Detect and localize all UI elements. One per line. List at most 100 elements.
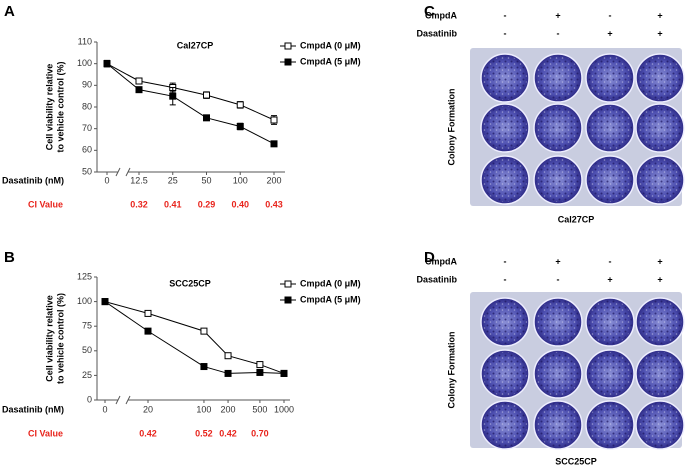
marker [144, 327, 152, 335]
sign: - [609, 256, 612, 266]
colonies [588, 300, 632, 344]
colonies [536, 352, 580, 396]
side-label: Colony Formation [446, 89, 456, 166]
marker [256, 361, 264, 369]
legend-label: CmpdA (0 μM) [300, 278, 361, 288]
axis-break [125, 167, 131, 177]
caption: SCC25CP [555, 456, 597, 466]
colonies [638, 158, 682, 202]
colonies [483, 158, 527, 202]
x-tick-label: 50 [201, 175, 211, 185]
x-tick-label: 25 [168, 175, 178, 185]
marker [203, 91, 210, 99]
colonies [588, 403, 632, 447]
sign: - [504, 274, 507, 284]
ci-value: 0.43 [265, 199, 283, 209]
colonies [483, 56, 527, 100]
caption: Cal27CP [558, 214, 595, 224]
y-axis-label: Cell viability relative [44, 295, 54, 382]
legend-label: CmpdA (5 μM) [300, 56, 361, 66]
x-tick-label: 100 [196, 404, 211, 414]
x-tick-label: 500 [252, 404, 267, 414]
marker [224, 369, 232, 377]
colonies [536, 106, 580, 150]
colonies [483, 106, 527, 150]
marker [270, 116, 278, 124]
chart-title: SCC25CP [169, 278, 211, 288]
series-line [106, 63, 275, 145]
sign: + [657, 274, 662, 284]
colonies [638, 403, 682, 447]
side-label: Colony Formation [446, 332, 456, 409]
legend-label: CmpdA (0 μM) [300, 40, 361, 50]
marker [224, 352, 232, 360]
y-tick-label: 100 [77, 58, 92, 68]
sign: + [555, 10, 560, 20]
row-label: CmpdA [425, 256, 457, 266]
ci-value: 0.42 [219, 428, 237, 438]
sign: - [557, 274, 560, 284]
x-tick-label: 200 [221, 404, 236, 414]
row-label: Dasatinib [416, 274, 457, 284]
colonies [588, 106, 632, 150]
sign: + [607, 28, 612, 38]
legend-marker [284, 58, 292, 66]
ci-value: 0.29 [198, 199, 216, 209]
marker [103, 60, 111, 68]
ci-value: 0.32 [130, 199, 148, 209]
legend-marker [284, 42, 292, 50]
sign: + [657, 10, 662, 20]
ci-value: 0.52 [195, 428, 213, 438]
y-tick-label: 125 [77, 271, 92, 281]
axis-break [125, 395, 131, 405]
row-label: CmpdA [425, 10, 457, 20]
sign: + [607, 274, 612, 284]
sign: - [557, 28, 560, 38]
sign: - [609, 10, 612, 20]
x-tick-label: 200 [266, 175, 281, 185]
colonies [536, 56, 580, 100]
colonies [536, 158, 580, 202]
x-tick-label: 100 [233, 175, 248, 185]
y-tick-label: 75 [82, 321, 92, 331]
colonies [588, 56, 632, 100]
colonies [638, 352, 682, 396]
y-tick-label: 25 [82, 370, 92, 380]
series-line [104, 301, 285, 374]
y-tick-label: 0 [87, 394, 92, 404]
sign: - [504, 256, 507, 266]
sign: + [555, 256, 560, 266]
x-tick-label: 1000 [274, 404, 294, 414]
y-tick-label: 70 [82, 123, 92, 133]
panel-label: D [424, 249, 435, 266]
marker [101, 298, 109, 306]
marker [144, 309, 152, 317]
ci-label: CI Value [28, 428, 63, 438]
colonies [588, 352, 632, 396]
marker [200, 363, 208, 371]
y-tick-label: 100 [77, 296, 92, 306]
marker [200, 327, 208, 335]
chart-title: Cal27CP [177, 40, 214, 50]
marker [169, 92, 177, 100]
axis-break [115, 167, 121, 177]
colonies [638, 106, 682, 150]
y-axis-label: Cell viability relative [44, 64, 54, 151]
x-axis-label: Dasatinib (nM) [2, 175, 64, 185]
x-tick-label: 0 [102, 404, 107, 414]
marker [270, 140, 278, 148]
panel-label: C [424, 3, 435, 20]
colonies [483, 403, 527, 447]
y-tick-label: 60 [82, 145, 92, 155]
legend-label: CmpdA (5 μM) [300, 294, 361, 304]
legend-marker [284, 296, 292, 304]
series-line [104, 301, 285, 374]
colonies [588, 158, 632, 202]
marker [135, 86, 143, 94]
colonies [483, 352, 527, 396]
colonies [638, 56, 682, 100]
y-tick-label: 110 [78, 36, 92, 46]
sign: - [504, 28, 507, 38]
x-tick-label: 20 [143, 404, 153, 414]
ci-value: 0.41 [164, 199, 182, 209]
